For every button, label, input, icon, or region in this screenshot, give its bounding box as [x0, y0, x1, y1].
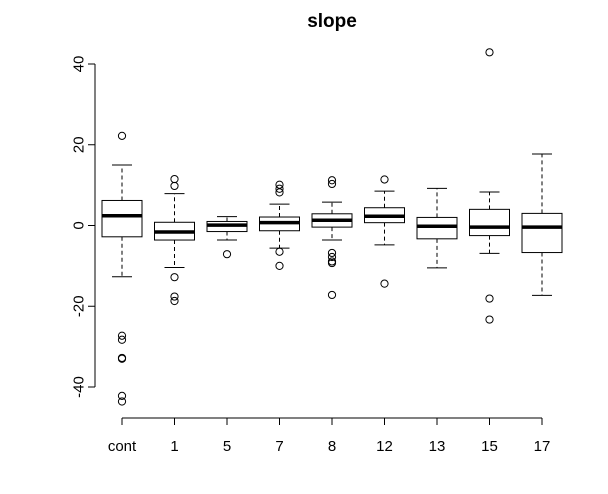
box-12	[364, 175, 405, 288]
outlier-point	[170, 273, 179, 282]
box-7	[259, 180, 300, 270]
outlier-point	[327, 257, 337, 266]
outlier-point	[327, 179, 337, 189]
box-cont	[101, 131, 143, 406]
y-tick-label: -40	[71, 376, 88, 398]
outlier-point	[117, 354, 127, 363]
x-tick-label: cont	[108, 438, 137, 455]
outlier-point	[275, 261, 284, 270]
interquartile-box	[521, 212, 563, 254]
x-tick-label: 7	[275, 438, 283, 455]
x-tick-label: 15	[481, 438, 498, 455]
outlier-point	[117, 397, 127, 406]
x-tick-label: 12	[376, 438, 393, 455]
y-tick-label: -20	[71, 295, 88, 317]
outlier-point	[170, 181, 179, 191]
outlier-point	[275, 247, 284, 256]
box-5	[206, 216, 248, 259]
outlier-point	[380, 175, 389, 184]
interquartile-box	[101, 199, 143, 238]
outlier-point	[117, 391, 127, 400]
outlier-point	[222, 250, 232, 259]
outlier-point	[170, 296, 179, 306]
outlier-point	[117, 131, 127, 140]
x-tick-label: 8	[328, 438, 336, 455]
box-15	[469, 48, 510, 324]
outlier-point	[327, 176, 337, 185]
y-axis: -40 -20 0 20 40	[71, 56, 96, 398]
box-1	[154, 174, 195, 306]
outlier-point	[170, 174, 179, 184]
x-tick-label: 1	[170, 438, 178, 455]
outlier-point	[170, 292, 179, 301]
y-tick-label: 20	[71, 136, 88, 153]
outlier-point	[380, 279, 389, 288]
outlier-point	[485, 294, 494, 303]
outlier-point	[327, 258, 337, 268]
y-tick-label: 0	[71, 221, 88, 229]
x-tick-label: 17	[534, 438, 551, 455]
outlier-point	[327, 290, 337, 300]
outlier-point	[327, 252, 337, 262]
interquartile-box	[469, 208, 510, 237]
outlier-point	[327, 248, 337, 258]
outlier-point	[275, 188, 284, 197]
interquartile-box	[416, 216, 458, 240]
box-17	[521, 153, 563, 296]
x-tick-label: 13	[429, 438, 446, 455]
chart-title: slope	[307, 11, 357, 32]
outlier-point	[485, 315, 494, 324]
x-axis: cont 1 5 7 8 12 13 15 17	[108, 417, 551, 455]
box-plot-series	[101, 48, 563, 406]
box-8	[311, 176, 353, 300]
outlier-point	[117, 335, 127, 344]
y-tick-label: 40	[71, 56, 88, 73]
outlier-point	[117, 331, 127, 340]
outlier-point	[485, 48, 494, 57]
box-13	[416, 187, 458, 269]
x-tick-label: 5	[223, 438, 231, 455]
outlier-point	[275, 184, 284, 193]
